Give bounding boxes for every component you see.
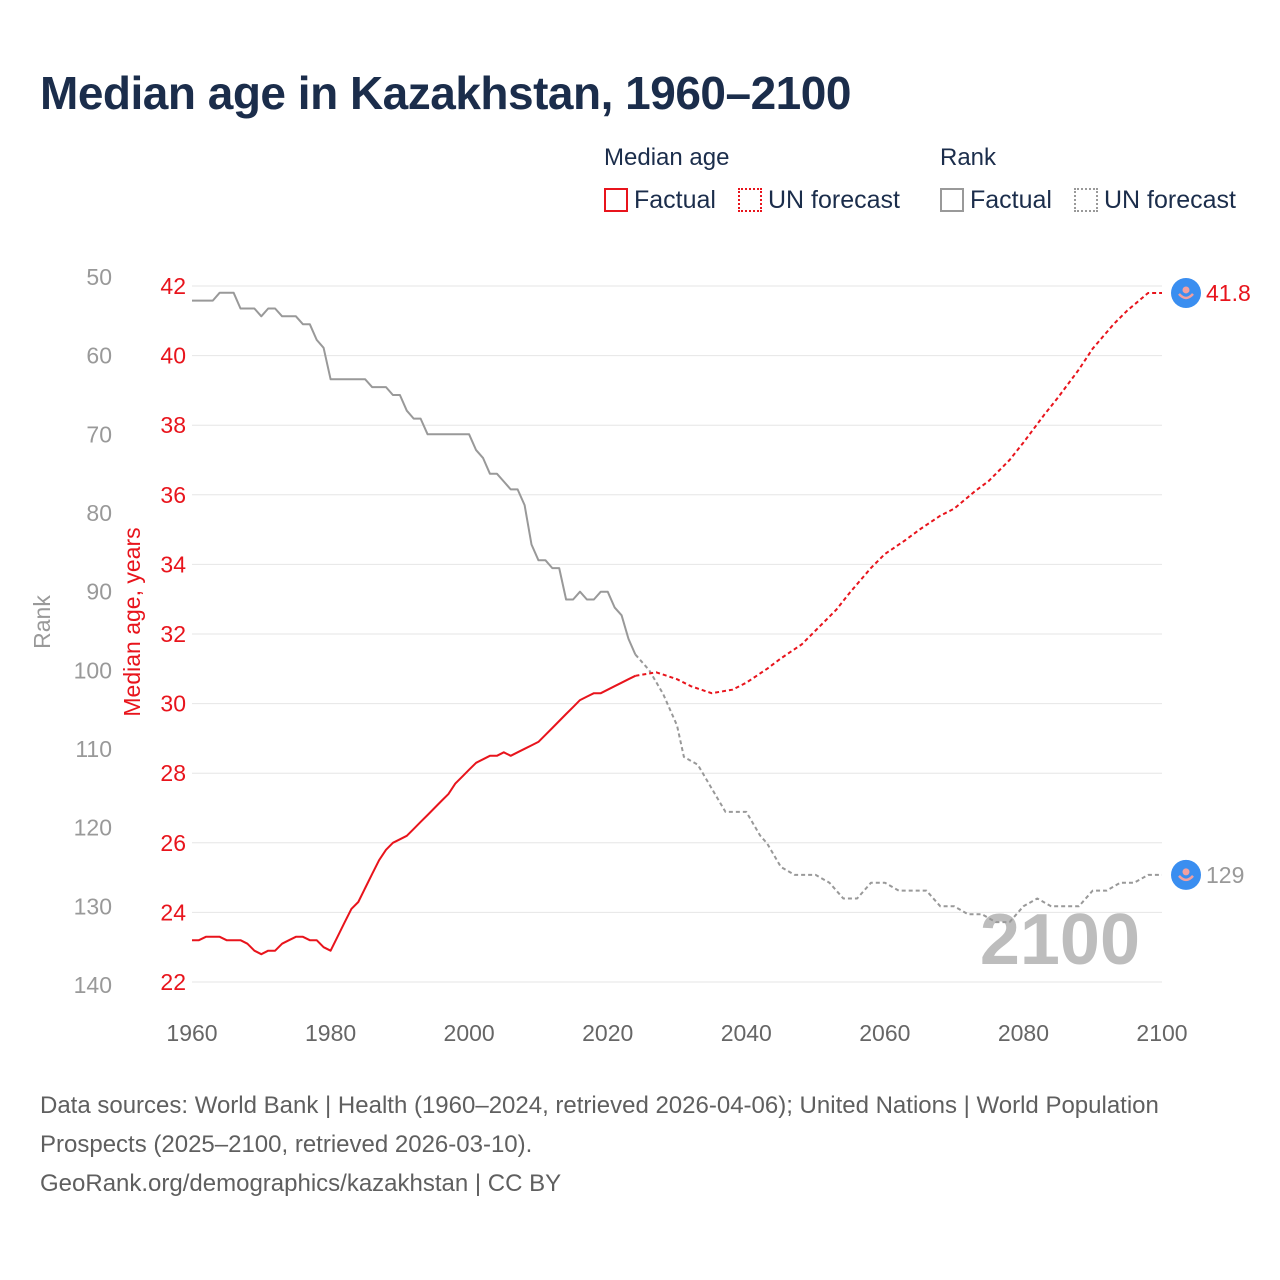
- median-factual-line: [192, 674, 636, 956]
- y-tick-median-28: 28: [160, 760, 186, 786]
- gridlines: [192, 285, 1162, 983]
- rank-end-flag-mark: [1178, 874, 1194, 882]
- legend-label: UN forecast: [1104, 185, 1236, 214]
- y-axis-label-median: Median age, years: [119, 527, 145, 716]
- y-tick-median-38: 38: [160, 412, 186, 438]
- median-forecast-line: [635, 292, 1162, 695]
- x-tick-2000: 2000: [444, 1020, 495, 1046]
- y-tick-rank-90: 90: [86, 579, 112, 605]
- legend-rank-forecast[interactable]: UN forecast: [1074, 184, 1236, 216]
- rank-end-flag-dot: [1182, 868, 1190, 876]
- x-tick-2100: 2100: [1136, 1020, 1187, 1046]
- x-tick-1980: 1980: [305, 1020, 356, 1046]
- x-tick-2040: 2040: [721, 1020, 772, 1046]
- legend-rank-title: Rank: [940, 144, 997, 171]
- x-tick-2060: 2060: [859, 1020, 910, 1046]
- y-tick-median-40: 40: [160, 343, 186, 369]
- legend-rank-factual[interactable]: Factual: [940, 184, 1052, 216]
- legend-median-title: Median age: [604, 144, 730, 171]
- legend-swatch-red-dotted: [738, 188, 762, 212]
- y-tick-rank-120: 120: [74, 815, 112, 841]
- legend-swatch-grey-dotted: [1074, 188, 1098, 212]
- legend-label: Factual: [634, 185, 716, 214]
- y-tick-rank-80: 80: [86, 500, 112, 526]
- y-tick-median-42: 42: [160, 273, 186, 299]
- rank-forecast-line: [634, 653, 1162, 924]
- footer: Data sources: World Bank | Health (1960–…: [40, 1086, 1220, 1203]
- x-tick-1960: 1960: [166, 1020, 217, 1046]
- y-tick-median-30: 30: [160, 691, 186, 717]
- median-end-flag-mark: [1178, 293, 1194, 300]
- median-end-flag-dot: [1182, 286, 1190, 294]
- y-tick-median-34: 34: [160, 551, 186, 577]
- legend-median-factual[interactable]: Factual: [604, 184, 716, 216]
- y-tick-rank-60: 60: [86, 343, 112, 369]
- y-tick-rank-130: 130: [74, 893, 112, 919]
- y-tick-rank-140: 140: [74, 972, 112, 998]
- y-tick-median-36: 36: [160, 482, 186, 508]
- series-layer: [192, 291, 1162, 956]
- y-tick-median-26: 26: [160, 830, 186, 856]
- y-tick-rank-50: 50: [86, 264, 112, 290]
- y-tick-rank-110: 110: [75, 736, 112, 762]
- y-tick-median-22: 22: [160, 969, 186, 995]
- watermark-year: 2100: [980, 900, 1140, 980]
- legend-label: UN forecast: [768, 185, 900, 214]
- footer-credit: GeoRank.org/demographics/kazakhstan | CC…: [40, 1170, 562, 1197]
- legend-label: Factual: [970, 185, 1052, 214]
- footer-sources: Data sources: World Bank | Health (1960–…: [40, 1092, 1159, 1158]
- legend-swatch-grey-solid: [940, 188, 964, 212]
- axis-layer: 22 24 26 28 30 32 34 36 38 40 42 50 60 70 80 90 100 110 12…: [74, 264, 1188, 1046]
- y-tick-median-32: 32: [160, 621, 186, 647]
- rank-end-value: 129: [1206, 862, 1244, 888]
- chart-area: 2100 22 24 26 28 30 32 34 36 38 40 42 50 60 70 80 90 100…: [29, 264, 1251, 1046]
- legend-swatch-red-solid: [604, 188, 628, 212]
- y-tick-rank-100: 100: [74, 657, 112, 683]
- rank-factual-line: [192, 291, 637, 656]
- y-tick-median-24: 24: [160, 899, 186, 925]
- legend-median-forecast[interactable]: UN forecast: [738, 184, 900, 216]
- chart-title: Median age in Kazakhstan, 1960–2100: [40, 67, 851, 119]
- end-markers: 41.8 129: [1171, 277, 1251, 890]
- y-tick-rank-70: 70: [86, 421, 112, 447]
- x-tick-2020: 2020: [582, 1020, 633, 1046]
- x-tick-2080: 2080: [998, 1020, 1049, 1046]
- median-end-value: 41.8: [1206, 280, 1251, 306]
- y-axis-label-rank: Rank: [29, 595, 55, 649]
